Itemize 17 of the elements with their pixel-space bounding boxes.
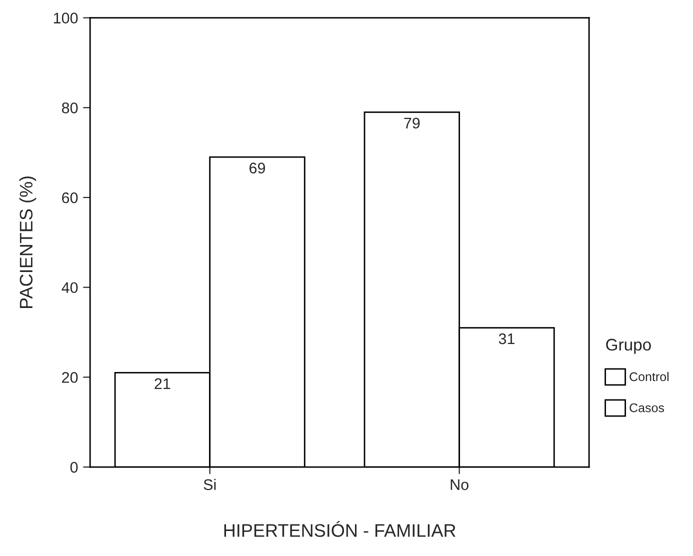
y-axis-title: PACIENTES (%) [19,176,36,308]
x-tick-label: No [450,479,468,490]
y-tick-label: 100 [54,12,78,24]
x-axis-title: HIPERTENSIÓN - FAMILIAR [224,521,456,537]
y-tick-label: 60 [62,192,78,204]
y-tick-label: 40 [62,282,78,294]
y-tick-label: 0 [70,462,78,473]
data-label: 21 [154,378,170,389]
data-label: 79 [404,118,420,129]
y-tick-label: 80 [62,102,78,114]
legend-label: Casos [630,403,664,412]
legend-title: Grupo [606,338,651,354]
legend-label: Control [630,372,668,382]
data-label: 31 [498,333,514,344]
x-tick-label: Si [204,478,216,490]
data-label: 69 [250,162,266,174]
y-tick-label: 20 [62,372,78,383]
